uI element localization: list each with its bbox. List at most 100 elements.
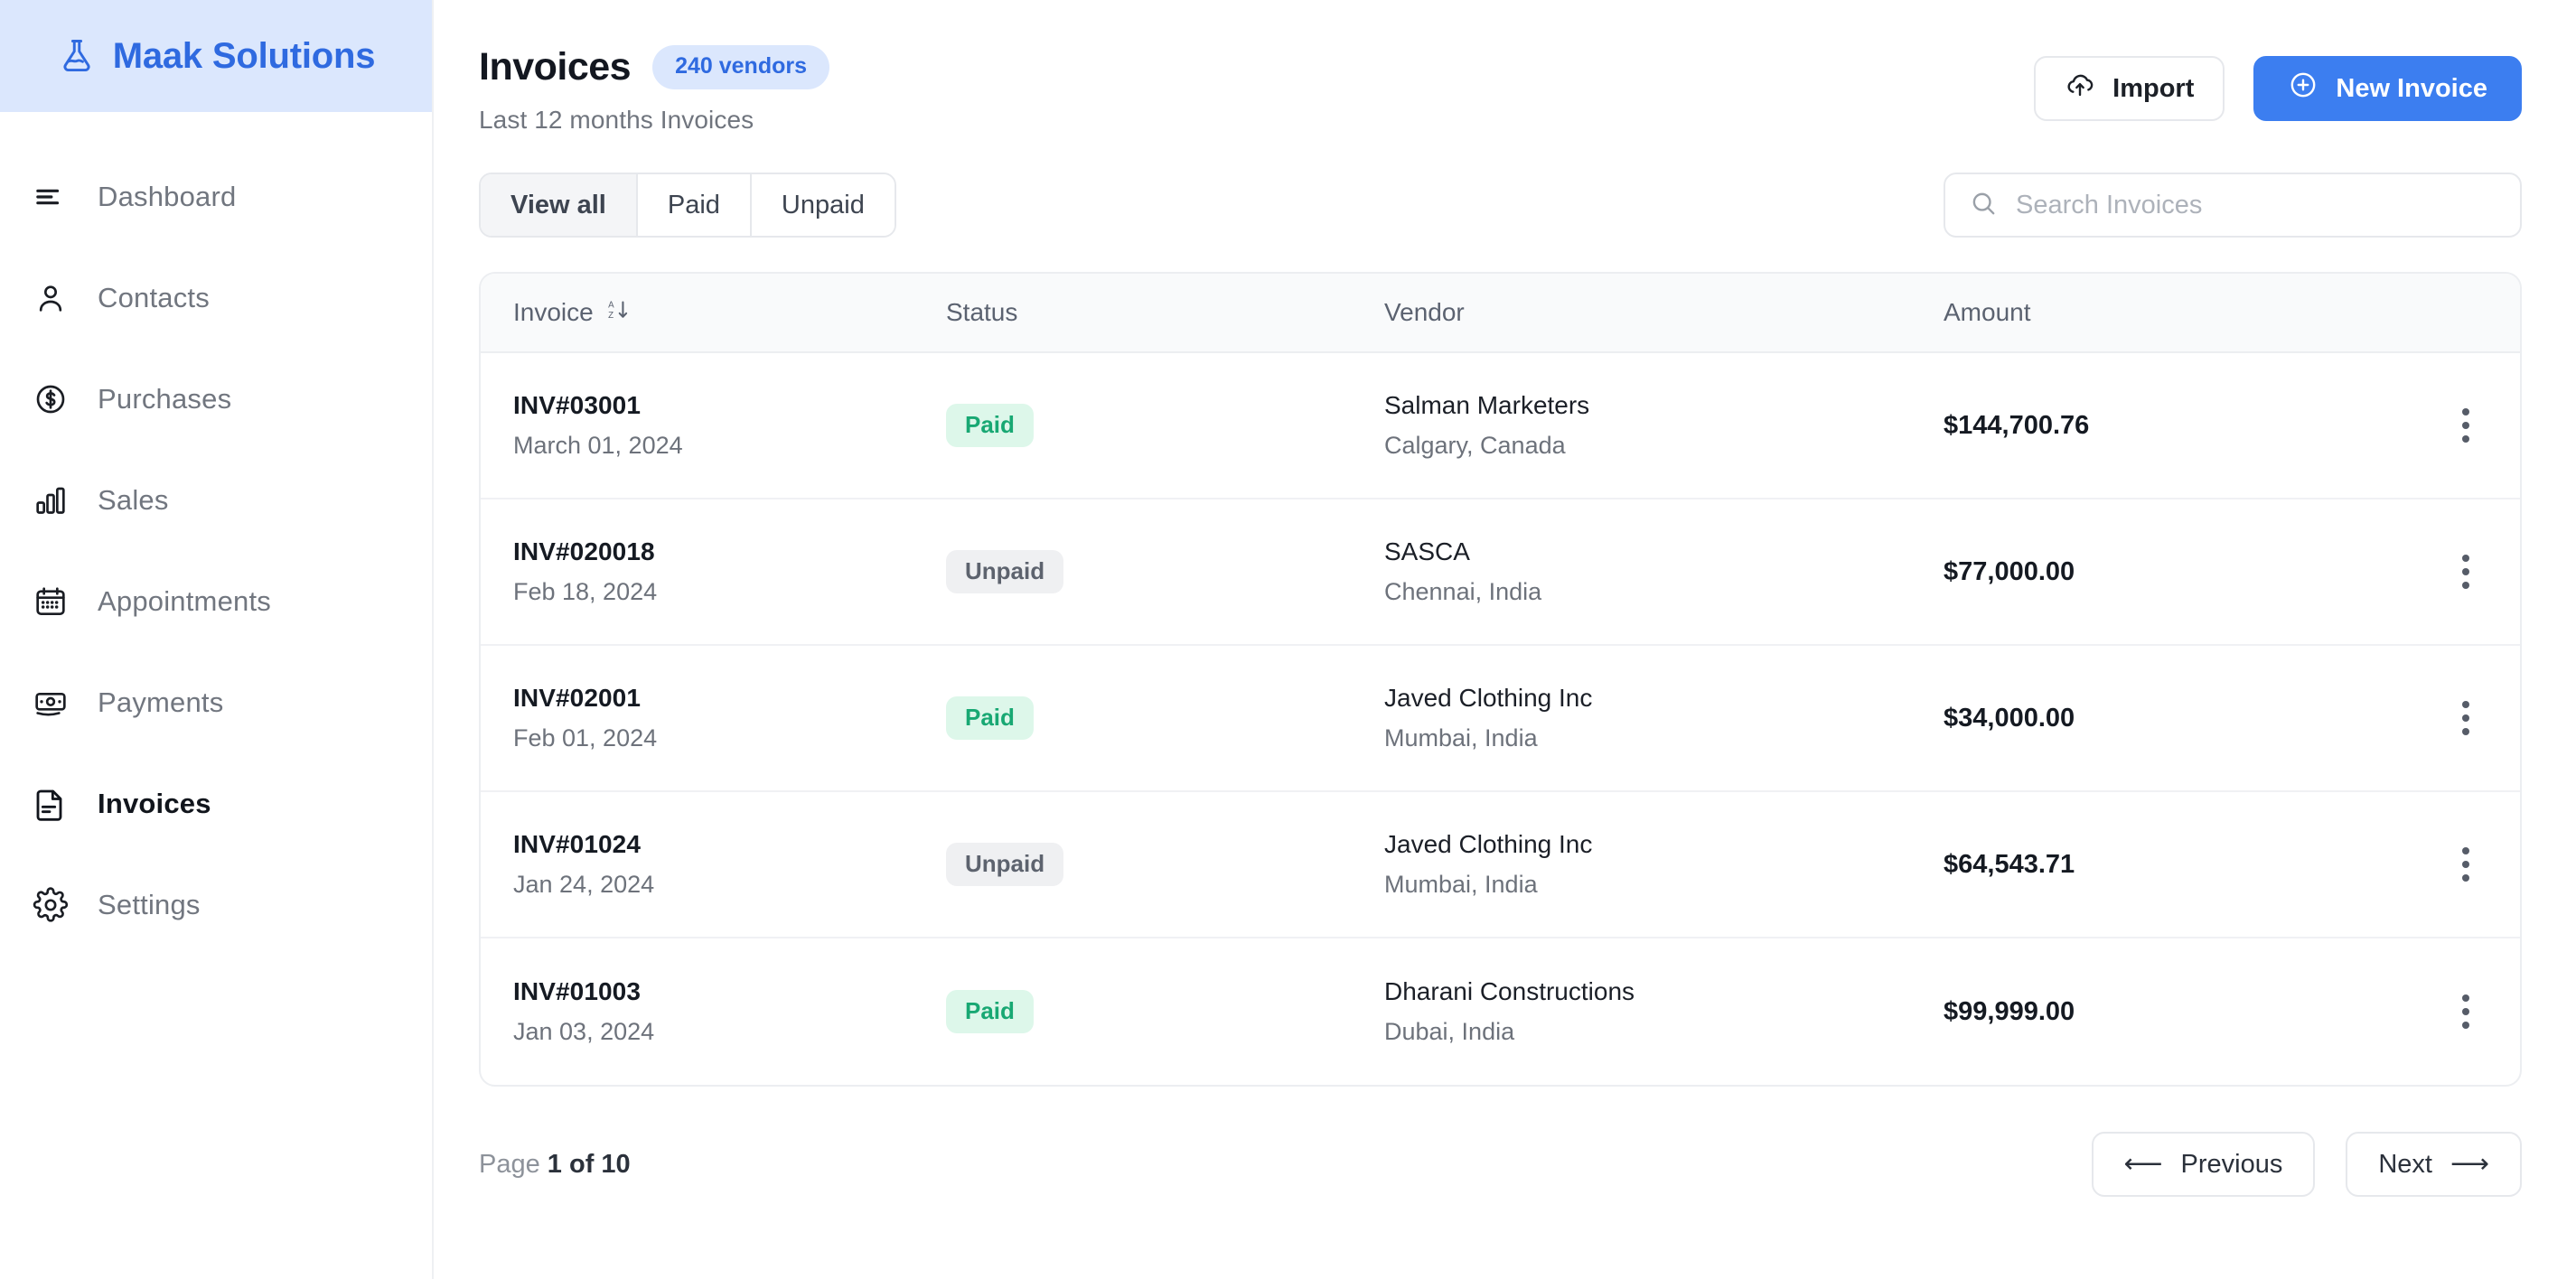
column-header-invoice-label: Invoice <box>513 298 594 326</box>
cell-vendor: Javed Clothing Inc Mumbai, India <box>1384 830 1940 899</box>
gear-icon <box>31 885 70 925</box>
page-indicator: Page 1 of 10 <box>479 1150 631 1180</box>
vendor-location: Chennai, India <box>1384 578 1542 605</box>
row-menu-icon[interactable] <box>2453 399 2478 452</box>
tab-paid[interactable]: Paid <box>637 174 752 236</box>
sidebar-item-label: Contacts <box>98 282 210 313</box>
sidebar-item-settings[interactable]: Settings <box>0 854 432 956</box>
status-filter-tabs: View all Paid Unpaid <box>479 173 896 238</box>
cell-vendor: Javed Clothing Inc Mumbai, India <box>1384 684 1940 752</box>
cell-actions <box>2412 546 2520 598</box>
invoice-number: INV#020018 <box>513 537 655 565</box>
row-menu-icon[interactable] <box>2453 546 2478 598</box>
cell-vendor: Dharani Constructions Dubai, India <box>1384 977 1940 1046</box>
search-invoices-box[interactable] <box>1944 173 2522 238</box>
cell-invoice: INV#01024 Jan 24, 2024 <box>481 830 946 899</box>
banknote-icon <box>31 683 70 723</box>
column-header-status: Status <box>946 298 1018 326</box>
vendor-name: Javed Clothing Inc <box>1384 830 1593 858</box>
cell-amount: $34,000.00 <box>1944 703 2075 733</box>
invoice-number: INV#01003 <box>513 977 642 1005</box>
header-actions: Import New Invoice <box>2034 45 2522 121</box>
brand-header[interactable]: Maak Solutions <box>0 0 432 112</box>
page-position: 1 of 10 <box>547 1149 631 1179</box>
sidebar-item-label: Invoices <box>98 788 211 819</box>
invoice-number: INV#02001 <box>513 684 642 712</box>
arrow-right-icon: ⟶ <box>2450 1149 2489 1179</box>
cell-actions <box>2412 838 2520 891</box>
status-badge: Paid <box>946 696 1034 740</box>
vendor-name: Dharani Constructions <box>1384 977 1635 1005</box>
row-menu-icon[interactable] <box>2453 985 2478 1038</box>
status-badge: Paid <box>946 990 1034 1033</box>
table-row[interactable]: INV#01024 Jan 24, 2024 Unpaid Javed Clot… <box>481 792 2520 938</box>
next-page-button[interactable]: Next ⟶ <box>2346 1132 2522 1197</box>
pagination-bar: Page 1 of 10 ⟵ Previous Next ⟶ <box>479 1132 2522 1197</box>
svg-text:A: A <box>608 300 614 310</box>
tab-unpaid[interactable]: Unpaid <box>751 174 895 236</box>
table-row[interactable]: INV#020018 Feb 18, 2024 Unpaid SASCA Che… <box>481 499 2520 646</box>
status-badge: Unpaid <box>946 550 1064 593</box>
column-header-invoice[interactable]: Invoice A Z <box>481 298 946 328</box>
cell-amount: $144,700.76 <box>1944 410 2090 440</box>
sidebar-item-sales[interactable]: Sales <box>0 450 432 551</box>
tab-view-all[interactable]: View all <box>481 174 638 236</box>
row-menu-icon[interactable] <box>2453 692 2478 744</box>
import-button-label: Import <box>2112 73 2195 103</box>
cell-actions <box>2412 399 2520 452</box>
cell-status: Paid <box>946 404 1384 447</box>
cloud-upload-icon <box>2065 70 2095 107</box>
sidebar-item-contacts[interactable]: Contacts <box>0 247 432 349</box>
document-icon <box>31 784 70 824</box>
sidebar-item-label: Settings <box>98 889 201 920</box>
cell-status: Unpaid <box>946 843 1384 886</box>
user-icon <box>31 278 70 318</box>
invoice-date: March 01, 2024 <box>513 432 683 459</box>
vendors-count-badge: 240 vendors <box>652 45 830 89</box>
invoice-number: INV#03001 <box>513 391 642 419</box>
sidebar-item-purchases[interactable]: Purchases <box>0 349 432 450</box>
invoice-date: Jan 03, 2024 <box>513 1018 655 1045</box>
cell-actions <box>2412 985 2520 1038</box>
cell-vendor: SASCA Chennai, India <box>1384 537 1940 606</box>
status-badge: Unpaid <box>946 843 1064 886</box>
table-row[interactable]: INV#02001 Feb 01, 2024 Paid Javed Clothi… <box>481 646 2520 792</box>
cell-amount: $64,543.71 <box>1944 849 2075 879</box>
vendor-location: Calgary, Canada <box>1384 432 1566 459</box>
brand-name: Maak Solutions <box>112 35 376 76</box>
vendor-name: Javed Clothing Inc <box>1384 684 1593 712</box>
page-header: Invoices 240 vendors Last 12 months Invo… <box>479 0 2522 135</box>
menu-lines-icon <box>31 177 70 217</box>
sidebar-item-dashboard[interactable]: Dashboard <box>0 146 432 247</box>
flask-icon <box>57 36 97 76</box>
table-row[interactable]: INV#01003 Jan 03, 2024 Paid Dharani Cons… <box>481 938 2520 1085</box>
search-icon <box>1969 189 1998 222</box>
sort-az-descending-icon[interactable]: A Z <box>606 298 630 328</box>
title-row: Invoices 240 vendors <box>479 45 830 89</box>
new-invoice-button[interactable]: New Invoice <box>2253 56 2522 121</box>
search-input[interactable] <box>2016 190 2496 220</box>
invoice-date: Feb 01, 2024 <box>513 724 658 752</box>
table-row[interactable]: INV#03001 March 01, 2024 Paid Salman Mar… <box>481 353 2520 499</box>
cell-amount: $99,999.00 <box>1944 996 2075 1026</box>
cell-invoice: INV#02001 Feb 01, 2024 <box>481 684 946 752</box>
cell-invoice: INV#020018 Feb 18, 2024 <box>481 537 946 606</box>
table-header-row: Invoice A Z Status Vendor Amount <box>481 274 2520 353</box>
sidebar-item-appointments[interactable]: Appointments <box>0 551 432 652</box>
bar-chart-icon <box>31 481 70 520</box>
sidebar-item-payments[interactable]: Payments <box>0 652 432 753</box>
cell-status: Paid <box>946 990 1384 1033</box>
new-invoice-button-label: New Invoice <box>2336 73 2487 103</box>
invoices-table: Invoice A Z Status Vendor Amount <box>479 272 2522 1087</box>
cell-invoice: INV#01003 Jan 03, 2024 <box>481 977 946 1046</box>
page-title: Invoices <box>479 45 632 89</box>
previous-page-button[interactable]: ⟵ Previous <box>2091 1132 2316 1197</box>
import-button[interactable]: Import <box>2034 56 2225 121</box>
cell-status: Unpaid <box>946 550 1384 593</box>
cell-amount: $77,000.00 <box>1944 556 2075 586</box>
sidebar-item-invoices[interactable]: Invoices <box>0 753 432 854</box>
cell-status: Paid <box>946 696 1384 740</box>
row-menu-icon[interactable] <box>2453 838 2478 891</box>
cell-vendor: Salman Marketers Calgary, Canada <box>1384 391 1940 460</box>
sidebar: Maak Solutions Dashboard Contac <box>0 0 434 1279</box>
